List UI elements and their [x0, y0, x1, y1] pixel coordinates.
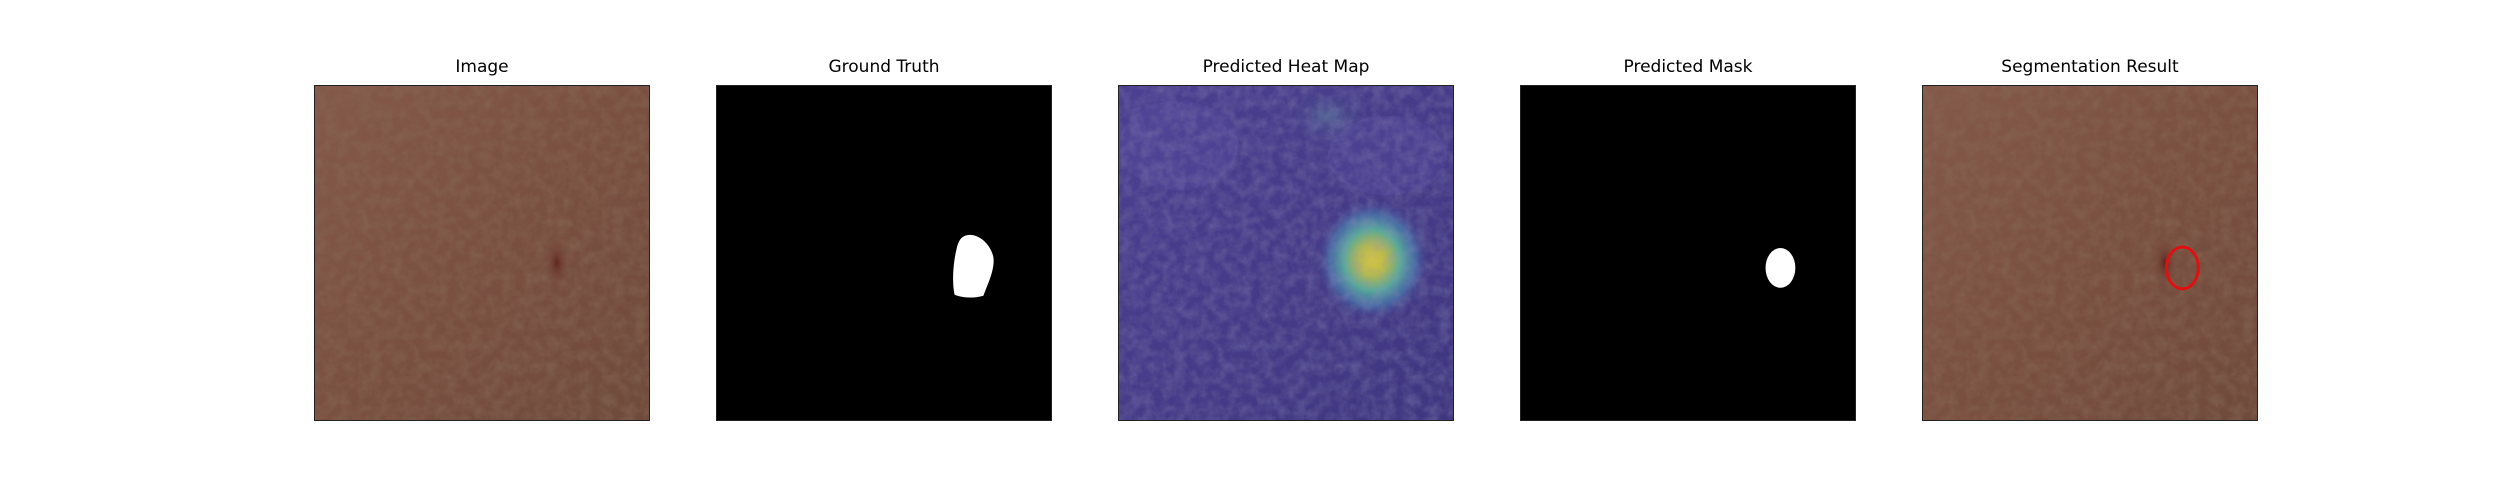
predicted-mask: [1521, 86, 1855, 420]
segmentation-image: [1923, 86, 2257, 420]
defect-spot: [543, 236, 570, 290]
heat-map: [1119, 86, 1453, 420]
ground-truth-mask: [717, 86, 1051, 420]
panel-title: Predicted Mask: [1623, 57, 1753, 77]
image-frame: [314, 85, 650, 421]
predicted-mask-frame: [1520, 85, 1856, 421]
heat-map-frame: [1118, 85, 1454, 421]
defect-spot: [2151, 236, 2178, 290]
panel-title: Predicted Heat Map: [1202, 57, 1370, 77]
panel-title: Image: [455, 57, 509, 77]
panel-title: Segmentation Result: [2001, 57, 2179, 77]
leather-image: [315, 86, 649, 420]
ground-truth-region: [953, 234, 994, 298]
segmentation-contour: [2165, 245, 2200, 291]
predicted-region: [1765, 248, 1796, 288]
segmentation-frame: [1922, 85, 2258, 421]
panel-title: Ground Truth: [828, 57, 940, 77]
ground-truth-frame: [716, 85, 1052, 421]
